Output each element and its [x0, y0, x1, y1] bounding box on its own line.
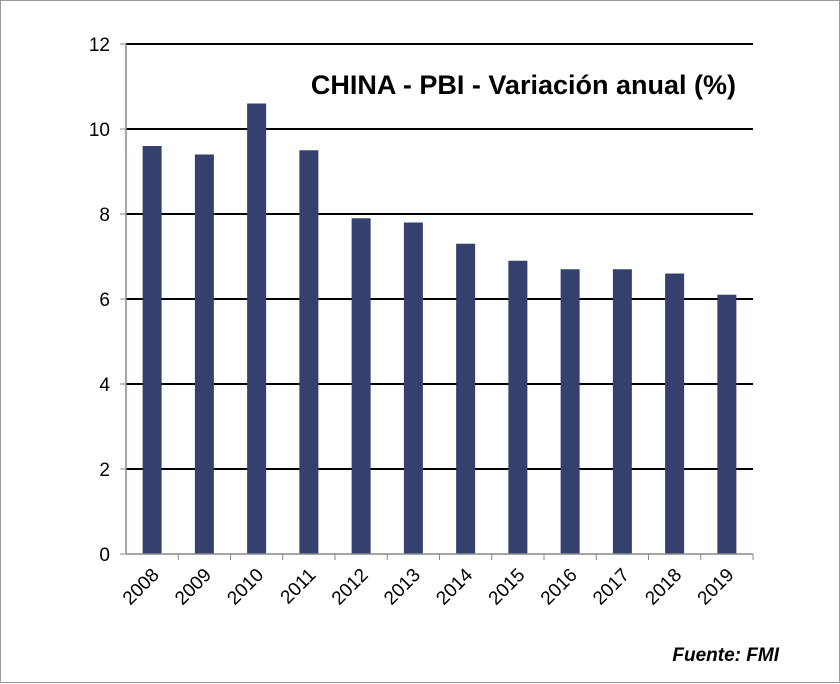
x-tick-label: 2008 [119, 565, 164, 610]
x-tick-label: 2014 [432, 564, 477, 609]
y-tick-label: 8 [99, 205, 110, 226]
bar-2012 [351, 218, 371, 554]
bar-2008 [142, 146, 162, 554]
x-tick-label: 2013 [380, 565, 425, 610]
bar-2009 [194, 154, 214, 554]
x-tick-label: 2016 [537, 565, 582, 610]
y-tick-label: 0 [99, 545, 110, 566]
x-tick-label: 2012 [328, 565, 373, 610]
bar-2015 [508, 260, 528, 554]
bar-2016 [560, 269, 580, 554]
source-label: Fuente: FMI [672, 645, 779, 666]
bar-2019 [717, 294, 737, 554]
bar-2013 [403, 222, 423, 554]
bar-2018 [665, 273, 685, 554]
bars [142, 103, 737, 554]
x-tick-label: 2009 [171, 565, 216, 610]
x-tick-label: 2017 [589, 565, 634, 610]
chart-title: CHINA - PBI - Variación anual (%) [311, 70, 736, 100]
x-tick-label: 2018 [641, 565, 686, 610]
x-tick-label: 2019 [694, 565, 739, 610]
y-tick-label: 2 [99, 460, 110, 481]
y-tick-label: 6 [99, 290, 110, 311]
bar-2017 [612, 269, 632, 554]
bar-2010 [247, 103, 267, 554]
x-tick-label: 2015 [485, 565, 530, 610]
y-tick-label: 4 [99, 375, 110, 396]
x-tick-label: 2011 [277, 565, 321, 609]
gridlines [126, 43, 753, 470]
y-tick-label: 12 [89, 35, 110, 56]
y-tick-label: 10 [89, 120, 110, 141]
bar-2011 [299, 150, 319, 554]
bar-2014 [456, 243, 476, 554]
x-tick-label: 2010 [223, 565, 268, 610]
